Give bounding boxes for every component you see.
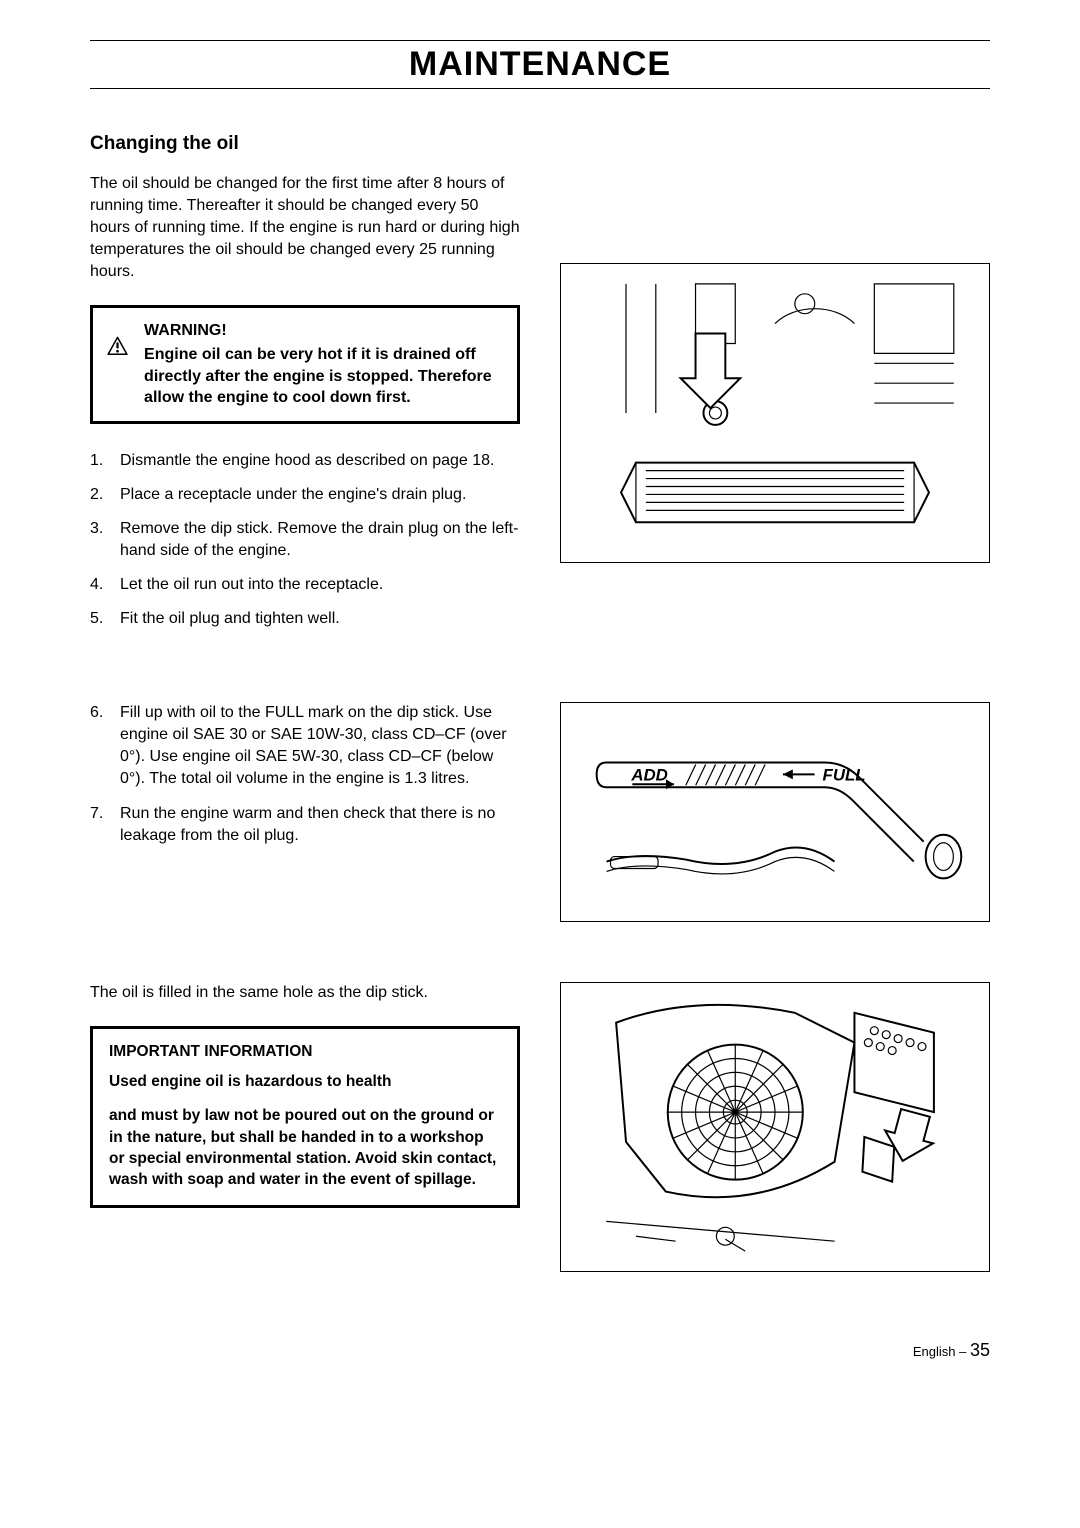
page-footer: English – 35 [90,1340,990,1361]
warning-triangle-icon [107,320,128,372]
footer-page-number: 35 [970,1340,990,1360]
dipstick-illustration: ADD FULL [561,703,989,921]
step-7: Run the engine warm and then check that … [90,803,520,847]
figure-engine-top [560,982,990,1272]
important-info-box: IMPORTANT INFORMATION Used engine oil is… [90,1026,520,1208]
step-4: Let the oil run out into the receptacle. [90,574,520,596]
step-5: Fit the oil plug and tighten well. [90,608,520,630]
drain-oil-illustration [561,264,989,562]
dipstick-full-label: FULL [823,766,866,785]
block-2: Fill up with oil to the FULL mark on the… [90,702,990,922]
step-1: Dismantle the engine hood as described o… [90,450,520,472]
page-title: MAINTENANCE [90,45,990,84]
dipstick-add-label: ADD [630,766,667,785]
info-title: IMPORTANT INFORMATION [109,1043,501,1061]
rule-bottom [90,88,990,89]
steps-6-7: Fill up with oil to the FULL mark on the… [90,702,520,846]
block-1: Changing the oil The oil should be chang… [90,133,990,642]
warning-body: Engine oil can be very hot if it is drai… [144,344,503,409]
footer-lang: English – [913,1344,970,1359]
step-6: Fill up with oil to the FULL mark on the… [90,702,520,790]
figure-drain-oil [560,263,990,563]
section-heading: Changing the oil [90,133,520,155]
rule-top [90,40,990,41]
intro-paragraph: The oil should be changed for the first … [90,173,520,283]
figure-dipstick: ADD FULL [560,702,990,922]
steps-1-5: Dismantle the engine hood as described o… [90,450,520,630]
fill-note: The oil is filled in the same hole as th… [90,982,520,1004]
warning-box: WARNING! Engine oil can be very hot if i… [90,305,520,423]
engine-top-illustration [561,983,989,1271]
step-2: Place a receptacle under the engine's dr… [90,484,520,506]
warning-title: WARNING! [144,320,503,342]
block-3: The oil is filled in the same hole as th… [90,982,990,1272]
step-3: Remove the dip stick. Remove the drain p… [90,518,520,562]
info-subtitle: Used engine oil is hazardous to health [109,1073,501,1091]
info-body: and must by law not be poured out on the… [109,1105,501,1191]
